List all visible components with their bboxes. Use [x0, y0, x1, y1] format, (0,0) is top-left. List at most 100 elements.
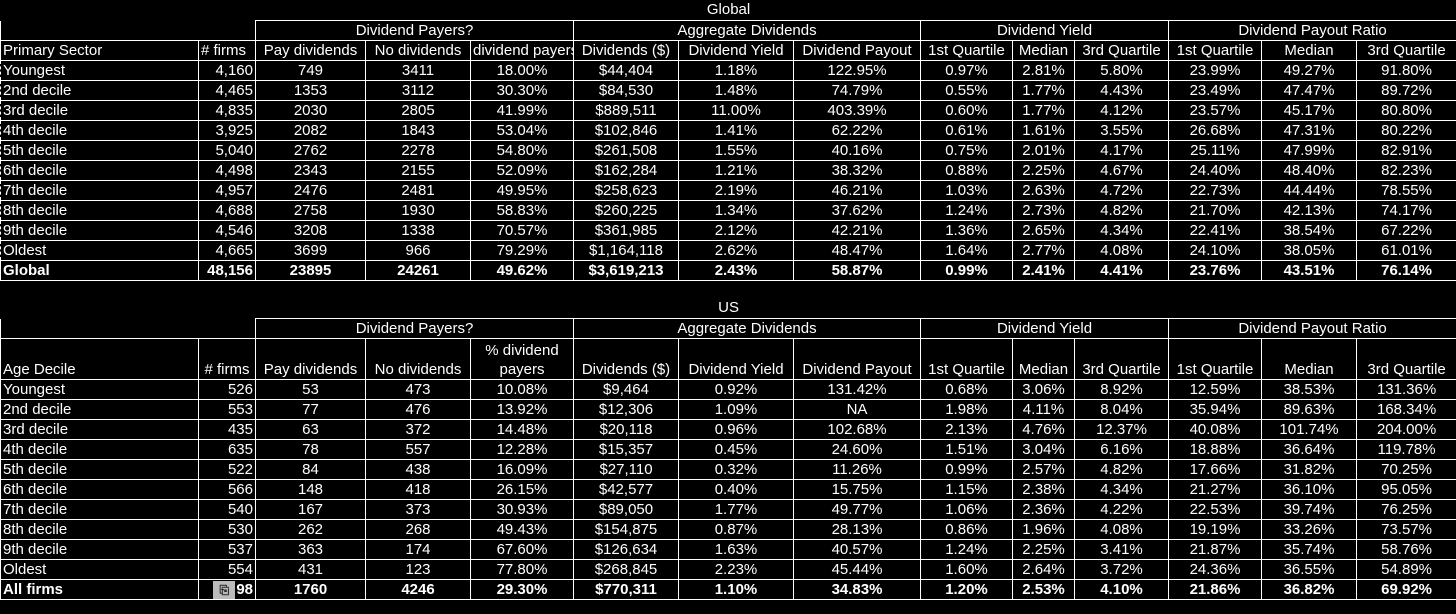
total-label: All firms: [0, 578, 199, 601]
row-label: 7th decile: [0, 499, 199, 520]
total-firms-value: 98: [236, 581, 253, 598]
table-cell: 49.43%: [470, 519, 574, 540]
table-cell: 40.16%: [793, 140, 921, 161]
table-cell: 2278: [365, 140, 471, 161]
table-cell: 537: [198, 539, 256, 560]
table-cell: 13.92%: [470, 399, 574, 420]
table-cell: 36.55%: [1261, 559, 1357, 580]
table-cell: 17.66%: [1168, 459, 1262, 480]
table-cell: 5,040: [198, 140, 256, 161]
table-cell: 431: [255, 559, 366, 580]
table-cell: 24.60%: [793, 439, 921, 460]
column-header: Dividend Payout: [793, 40, 921, 61]
table-cell: 4.08%: [1074, 240, 1169, 261]
table-cell: 45.44%: [793, 559, 921, 580]
column-header: Median: [1012, 40, 1075, 61]
global-table: Global Dividend Payers? Aggregate Dividend…: [0, 0, 1456, 281]
column-header: Dividends ($): [573, 338, 679, 380]
table-cell: 40.57%: [793, 539, 921, 560]
table-row: 4th decile 635 78 557 12.28% $15,357 0.45% 24.6…: [0, 439, 1456, 460]
clipboard-icon[interactable]: ⎘: [213, 581, 236, 599]
row-label: 5th decile: [0, 459, 199, 480]
table-cell: 4.11%: [1012, 399, 1075, 420]
table-cell: 22.73%: [1168, 180, 1262, 201]
table-cell: 12.28%: [470, 439, 574, 460]
table-cell: 403.39%: [793, 100, 921, 121]
table-cell: $89,050: [573, 499, 679, 520]
table-row: 9th decile 537 363 174 67.60% $126,634 1.63% 40…: [0, 539, 1456, 560]
table-cell: 67.60%: [470, 539, 574, 560]
total-cell: 34.83%: [793, 578, 921, 601]
total-row: All firms ⎘ 98 1760 4246 29.30% $770,311 1.10% 3…: [0, 578, 1456, 601]
table-cell: 37.62%: [793, 200, 921, 221]
table-cell: 148: [255, 479, 366, 500]
table-cell: 373: [365, 499, 471, 520]
total-cell: 4246: [365, 578, 471, 601]
table-cell: 2082: [255, 120, 366, 141]
table-cell: 2.01%: [1012, 140, 1075, 161]
table-cell: 30.30%: [470, 80, 574, 101]
table-cell: 1338: [365, 220, 471, 241]
table-cell: 89.72%: [1355, 80, 1456, 101]
table-cell: 372: [365, 419, 471, 440]
table-cell: 12.59%: [1168, 379, 1262, 400]
table-cell: 24.36%: [1168, 559, 1262, 580]
table-cell: 0.32%: [678, 459, 794, 480]
table-cell: 73.57%: [1355, 519, 1456, 540]
total-cell: $770,311: [573, 578, 679, 601]
table-cell: 2805: [365, 100, 471, 121]
table-cell: 22.41%: [1168, 220, 1262, 241]
table-cell: 2.25%: [1012, 539, 1075, 560]
table-cell: 49.77%: [793, 499, 921, 520]
table-cell: 24.40%: [1168, 160, 1262, 181]
table-cell: 0.87%: [678, 519, 794, 540]
table-cell: 1.36%: [920, 220, 1013, 241]
table-row: 6th decile 4,498 2343 2155 52.09% $162,284 1.2…: [0, 160, 1456, 181]
table-row: 2nd decile 4,465 1353 3112 30.30% $84,530 1.48…: [0, 80, 1456, 101]
table-cell: 131.42%: [793, 379, 921, 400]
table-cell: 553: [198, 399, 256, 420]
column-header: Dividend Yield: [678, 338, 794, 380]
table-cell: 1.06%: [920, 499, 1013, 520]
table-cell: 30.93%: [470, 499, 574, 520]
group-header-row: Dividend Payers? Aggregate Dividends Divid…: [0, 318, 1456, 339]
table-cell: 1.09%: [678, 399, 794, 420]
table-cell: 38.32%: [793, 160, 921, 181]
table-cell: 74.79%: [793, 80, 921, 101]
table-cell: 0.97%: [920, 60, 1013, 81]
row-label: 8th decile: [0, 519, 199, 540]
table-cell: 4,465: [198, 80, 256, 101]
table-cell: 2030: [255, 100, 366, 121]
group-header-row: Dividend Payers? Aggregate Dividends Divid…: [0, 20, 1456, 41]
row-label: 3rd decile: [0, 100, 199, 121]
table-cell: 35.94%: [1168, 399, 1262, 420]
table-cell: 2.77%: [1012, 240, 1075, 261]
table-cell: 47.31%: [1261, 120, 1357, 141]
row-label: 9th decile: [0, 220, 199, 241]
group-header: Dividend Payout Ratio: [1167, 318, 1456, 339]
table-cell: 0.60%: [920, 100, 1013, 121]
column-header: % dividend payers: [470, 338, 574, 380]
table-cell: 44.44%: [1261, 180, 1357, 201]
table-cell: 58.76%: [1355, 539, 1456, 560]
table-cell: 268: [365, 519, 471, 540]
table-cell: $44,404: [573, 60, 679, 81]
table-row: Oldest 4,665 3699 966 79.29% $1,164,118 2.62% 4…: [0, 240, 1456, 261]
table-cell: 77.80%: [470, 559, 574, 580]
group-header: Aggregate Dividends: [573, 20, 921, 41]
table-row: 2nd decile 553 77 476 13.92% $12,306 1.09% NA 1.…: [0, 399, 1456, 420]
total-cell: 0.99%: [920, 260, 1013, 281]
table-cell: 102.68%: [793, 419, 921, 440]
table-cell: 526: [198, 379, 256, 400]
table-cell: 40.08%: [1168, 419, 1262, 440]
table-cell: $154,875: [573, 519, 679, 540]
group-header: Dividend Yield: [920, 20, 1169, 41]
table-cell: 26.68%: [1168, 120, 1262, 141]
table-cell: 2.63%: [1012, 180, 1075, 201]
table-cell: 1.98%: [920, 399, 1013, 420]
table-cell: 0.68%: [920, 379, 1013, 400]
table-cell: 95.05%: [1355, 479, 1456, 500]
table-cell: 2.65%: [1012, 220, 1075, 241]
column-header: Pay dividends: [255, 40, 366, 61]
table-cell: $126,634: [573, 539, 679, 560]
